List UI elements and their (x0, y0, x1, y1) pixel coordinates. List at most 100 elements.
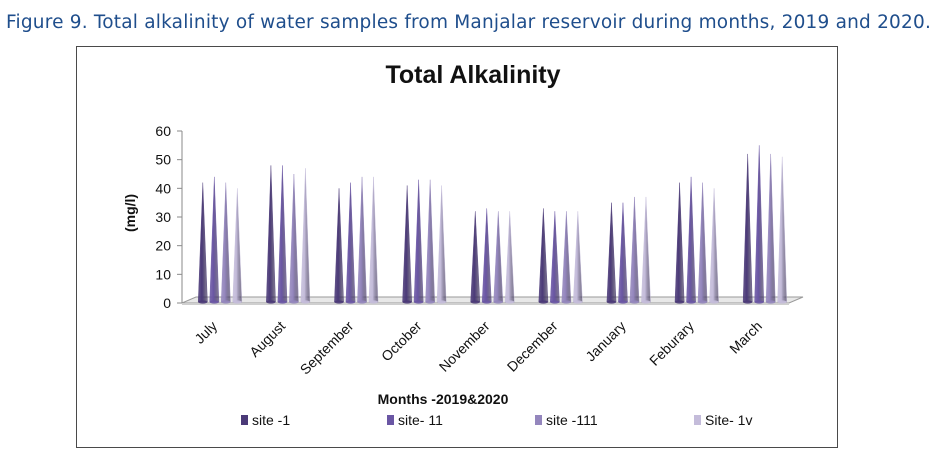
cone-november-series-1 (470, 211, 481, 303)
cone-august-series-3 (289, 173, 299, 303)
cone-december-series-3 (561, 211, 572, 303)
y-tick-label: 40 (155, 180, 171, 196)
cone-december-series-4 (573, 211, 583, 303)
cone-november-series-3 (493, 211, 504, 303)
chart-title: Total Alkalinity (385, 61, 560, 89)
y-tick-label: 60 (155, 123, 171, 139)
cone-august-series-2 (277, 165, 288, 303)
cone-base (470, 300, 480, 304)
cone-base (743, 300, 753, 304)
cone-base (345, 300, 356, 304)
cone-march-series-1 (742, 153, 753, 303)
chart-bars (197, 145, 788, 304)
cone-base (766, 300, 776, 304)
cone-october-series-4 (436, 185, 447, 303)
cone-base (402, 300, 412, 304)
y-axis-label: (mg/l) (122, 194, 138, 232)
y-tick-label: 10 (155, 266, 171, 282)
cone-september-series-4 (368, 176, 379, 303)
chart-legend: site -1 site- 11 site -111 Site- 1v (241, 412, 752, 428)
cone-july-series-1 (197, 182, 208, 303)
cone-october-series-3 (425, 179, 435, 303)
cone-base (754, 300, 764, 304)
cone-feburary-series-1 (674, 182, 685, 303)
cone-base (482, 300, 492, 304)
cone-base (538, 300, 548, 304)
legend-swatch (387, 415, 394, 425)
cone-base (368, 300, 379, 304)
cone-july-series-2 (209, 176, 220, 303)
y-tick-label: 30 (155, 209, 171, 225)
cone-base (550, 300, 560, 304)
figure-caption-text: Total alkalinity of water samples from M… (93, 12, 932, 33)
cone-december-series-1 (538, 208, 549, 303)
cone-base (414, 300, 424, 304)
x-tick-label: December (504, 318, 561, 375)
cone-january-series-1 (606, 202, 617, 303)
cone-base (300, 300, 311, 304)
legend-label: site -1 (252, 412, 290, 428)
legend-label: site -111 (546, 412, 598, 428)
cone-feburary-series-4 (709, 188, 719, 303)
cone-feburary-series-3 (697, 182, 708, 303)
x-tick-label: Feburary (646, 318, 697, 369)
cone-base (266, 300, 276, 304)
floor-edge (182, 303, 789, 305)
legend-swatch (694, 415, 701, 425)
cone-base (573, 300, 583, 304)
cone-base (209, 300, 219, 304)
x-tick-label: October (378, 318, 425, 365)
cone-base (425, 300, 435, 304)
x-axis: July August September October November Decemb… (191, 318, 765, 378)
cone-base (505, 300, 515, 304)
cone-march-series-4 (777, 156, 788, 303)
cone-march-series-2 (754, 145, 765, 303)
chart-frame: Total Alkalinity 0 10 20 30 40 50 60 July Augus… (76, 46, 838, 448)
cone-september-series-1 (334, 188, 344, 303)
cone-base (437, 300, 447, 304)
cone-july-series-3 (220, 182, 231, 303)
y-axis: 0 10 20 30 40 50 60 (155, 123, 183, 311)
legend-label: Site- 1v (705, 412, 752, 428)
cone-august-series-4 (300, 168, 311, 303)
cone-base (686, 300, 696, 304)
cone-base (232, 300, 242, 304)
x-tick-label: January (582, 318, 629, 365)
cone-base (357, 300, 367, 304)
figure-label: Figure 9. (6, 12, 88, 33)
cone-january-series-3 (629, 196, 640, 303)
cone-base (674, 300, 685, 304)
cone-september-series-2 (345, 182, 356, 303)
x-tick-label: July (191, 318, 220, 347)
cone-july-series-4 (232, 188, 243, 303)
cone-november-series-4 (504, 211, 515, 303)
cone-january-series-4 (641, 196, 651, 303)
x-tick-label: September (297, 318, 357, 378)
cone-base (629, 300, 640, 304)
cone-base (334, 300, 344, 304)
cone-december-series-2 (550, 211, 560, 303)
cone-base (277, 300, 288, 304)
cone-base (709, 300, 719, 304)
cone-base (641, 300, 651, 304)
y-tick-label: 20 (155, 238, 171, 254)
cone-october-series-1 (402, 185, 412, 303)
cone-feburary-series-2 (686, 176, 696, 303)
cone-base (618, 300, 628, 304)
figure-caption: Figure 9. Total alkalinity of water samp… (6, 12, 931, 33)
y-tick-label: 50 (155, 152, 171, 168)
cone-base (289, 300, 299, 304)
x-tick-label: November (436, 318, 493, 375)
cone-base (221, 300, 231, 304)
legend-label: site- 11 (398, 412, 443, 428)
y-tick-label: 0 (163, 295, 171, 311)
cone-august-series-1 (266, 165, 276, 303)
legend-swatch (241, 415, 248, 425)
alkalinity-chart: Total Alkalinity 0 10 20 30 40 50 60 July Augus… (122, 61, 804, 428)
cone-september-series-3 (357, 176, 367, 303)
cone-base (493, 300, 503, 304)
x-axis-label: Months -2019&2020 (378, 391, 509, 407)
cone-november-series-2 (481, 208, 492, 303)
cone-base (198, 300, 208, 304)
x-tick-label: March (726, 318, 765, 357)
